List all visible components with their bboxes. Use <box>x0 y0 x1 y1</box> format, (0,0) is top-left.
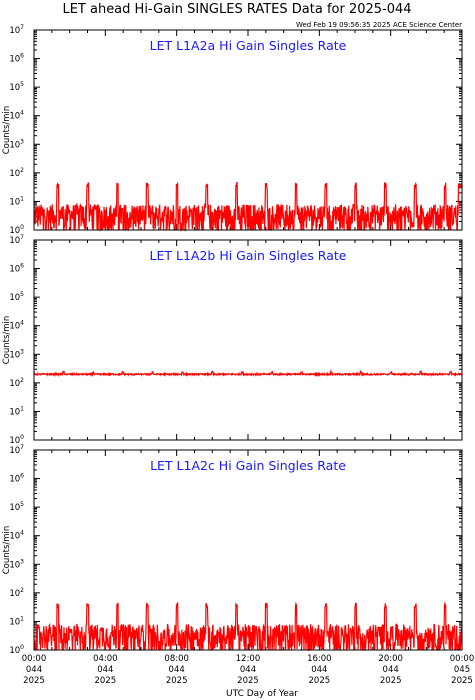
y-tick-label: 107 <box>9 234 24 246</box>
x-tick-label-year: 2025 <box>309 676 331 686</box>
y-tick-label: 106 <box>9 473 24 485</box>
plot-frame <box>33 449 463 651</box>
x-tick-label-year: 2025 <box>166 676 188 686</box>
series-line <box>33 181 463 233</box>
timestamp: Wed Feb 19 09:56:35 2025 ACE Science Cen… <box>296 21 462 29</box>
series-line <box>33 369 463 378</box>
x-tick-label-day: 044 <box>311 665 327 675</box>
y-tick-label: 106 <box>9 53 24 65</box>
x-tick-label-year: 2025 <box>237 676 259 686</box>
y-tick-label: 102 <box>9 377 24 389</box>
x-tick-label-time: 12:00 <box>236 654 261 664</box>
x-tick-label-time: 16:00 <box>307 654 332 664</box>
series-line <box>33 601 463 652</box>
plot-frame <box>33 239 463 441</box>
x-tick-label-year: 2025 <box>380 676 402 686</box>
x-tick-label-time: 00:00 <box>22 654 47 664</box>
x-axis-label: UTC Day of Year <box>226 689 298 699</box>
x-tick-label-year: 2025 <box>451 676 473 686</box>
figure-title: LET ahead Hi-Gain SINGLES RATES Data for… <box>62 2 411 17</box>
y-axis-label: Counts/min <box>2 526 12 575</box>
y-tick-label: 101 <box>9 615 24 627</box>
plot-frame <box>33 29 463 231</box>
y-tick-label: 101 <box>9 405 24 417</box>
x-tick-label-time: 04:00 <box>93 654 118 664</box>
y-tick-label: 105 <box>9 501 24 513</box>
y-tick-label: 107 <box>9 444 24 456</box>
y-tick-label: 101 <box>9 195 24 207</box>
x-tick-label-day: 044 <box>97 665 113 675</box>
x-axis: 00:00044202504:00044202508:00044202512:0… <box>22 654 475 686</box>
x-tick-label-day: 044 <box>169 665 185 675</box>
x-tick-label-year: 2025 <box>95 676 117 686</box>
y-tick-label: 105 <box>9 291 24 303</box>
x-tick-label-time: 00:00 <box>450 654 475 664</box>
y-tick-label: 107 <box>9 24 24 36</box>
y-tick-label: 102 <box>9 587 24 599</box>
y-tick-label: 106 <box>9 263 24 275</box>
y-axis-label: Counts/min <box>2 316 12 365</box>
x-tick-label-day: 045 <box>454 665 470 675</box>
panel-title: LET L1A2b Hi Gain Singles Rate <box>150 248 347 263</box>
x-tick-label-day: 044 <box>26 665 42 675</box>
panel-title: LET L1A2c Hi Gain Singles Rate <box>150 458 346 473</box>
y-tick-label: 102 <box>9 167 24 179</box>
x-tick-label-day: 044 <box>240 665 256 675</box>
panel-title: LET L1A2a Hi Gain Singles Rate <box>150 38 347 53</box>
x-tick-label-day: 044 <box>383 665 399 675</box>
y-tick-label: 105 <box>9 81 24 93</box>
x-tick-label-time: 20:00 <box>378 654 403 664</box>
x-tick-label-year: 2025 <box>23 676 45 686</box>
x-tick-label-time: 08:00 <box>164 654 189 664</box>
y-axis-label: Counts/min <box>2 106 12 155</box>
